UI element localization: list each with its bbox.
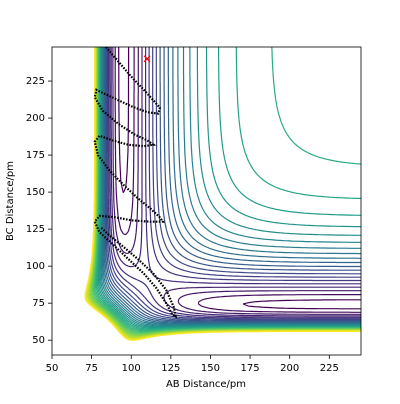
contour-line <box>102 47 361 324</box>
x-tick-label: 100 <box>122 363 141 374</box>
data-layer <box>93 47 178 319</box>
x-tick-label: 125 <box>161 363 180 374</box>
trajectory <box>93 47 178 319</box>
contour-line <box>105 47 361 322</box>
y-tick-label: 50 <box>32 335 45 346</box>
y-tick-label: 225 <box>26 76 45 87</box>
y-tick-label: 125 <box>26 224 45 235</box>
x-tick-label: 150 <box>201 363 220 374</box>
contour-line <box>112 47 361 315</box>
contour-layer <box>84 47 361 341</box>
contour-line <box>84 47 361 341</box>
y-tick-label: 175 <box>26 150 45 161</box>
x-tick-label: 175 <box>241 363 260 374</box>
contour-line <box>110 47 361 317</box>
x-tick-label: 225 <box>320 363 339 374</box>
start-marker <box>143 55 151 63</box>
y-tick-label: 200 <box>26 113 45 124</box>
y-tick-label: 100 <box>26 261 45 272</box>
x-axis-label: AB Distance/pm <box>166 379 246 390</box>
contour-line <box>104 47 361 323</box>
y-tick-label: 75 <box>32 298 45 309</box>
contour-line <box>114 47 361 313</box>
contour-line <box>106 47 361 321</box>
y-tick-label: 150 <box>26 187 45 198</box>
plot-frame <box>51 46 362 356</box>
x-tick-label: 50 <box>46 363 59 374</box>
x-tick-label: 200 <box>280 363 299 374</box>
y-axis-label: BC Distance/pm <box>5 161 16 241</box>
x-tick-label: 75 <box>85 363 98 374</box>
contour-line <box>108 47 361 319</box>
contour-line <box>109 47 361 318</box>
